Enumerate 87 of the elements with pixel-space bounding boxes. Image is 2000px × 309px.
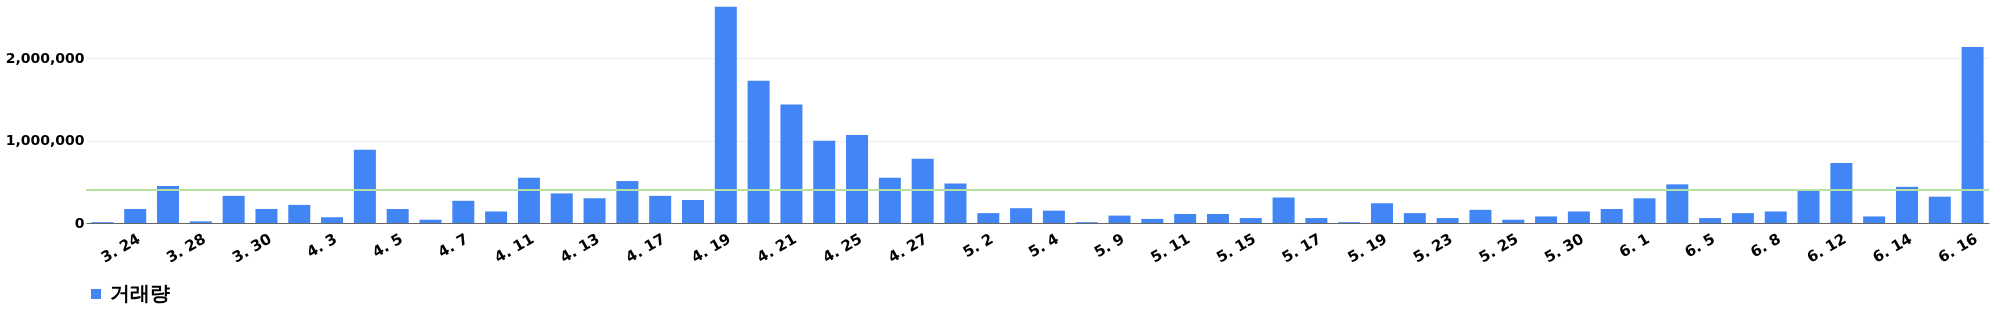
y-tick-label: 1,000,000 xyxy=(5,132,85,149)
bar xyxy=(681,199,704,223)
legend-label: 거래량 xyxy=(110,281,170,305)
bar xyxy=(1928,196,1951,223)
bar xyxy=(485,211,508,223)
bar xyxy=(813,140,836,223)
bar xyxy=(649,195,672,223)
x-tick-label: 4. 27 xyxy=(885,229,931,267)
bar xyxy=(878,177,901,223)
bar xyxy=(1699,218,1722,223)
x-tick-label: 4. 21 xyxy=(753,229,800,267)
bar xyxy=(1010,208,1033,223)
bar xyxy=(1567,211,1590,223)
bar xyxy=(1502,219,1525,223)
x-tick-label: 4. 19 xyxy=(688,229,734,267)
bar xyxy=(1895,186,1918,223)
x-tick-label: 6. 12 xyxy=(1803,229,1850,267)
bar xyxy=(321,217,344,223)
x-tick-label: 5. 19 xyxy=(1344,229,1391,267)
bar xyxy=(452,200,475,223)
bar xyxy=(714,6,737,223)
bar xyxy=(1174,213,1197,223)
bar xyxy=(157,185,180,223)
x-tick-label: 6. 14 xyxy=(1869,229,1915,267)
bar xyxy=(1042,210,1065,223)
x-tick-label: 5. 17 xyxy=(1278,229,1325,267)
bar xyxy=(1961,46,1984,223)
bar xyxy=(616,181,639,223)
bar xyxy=(747,80,770,223)
bar xyxy=(1600,209,1623,223)
bar xyxy=(1206,213,1229,223)
bar xyxy=(1239,218,1262,223)
x-tick-label: 3. 24 xyxy=(97,229,144,267)
x-tick-label: 5. 11 xyxy=(1147,229,1194,267)
bar xyxy=(1371,203,1394,223)
bar xyxy=(550,193,573,223)
bar xyxy=(222,195,245,223)
x-tick-label: 4. 11 xyxy=(491,229,537,267)
x-tick-label: 5. 4 xyxy=(1025,229,1062,262)
x-tick-label: 5. 15 xyxy=(1213,229,1259,267)
bar xyxy=(977,213,1000,223)
bar xyxy=(1764,211,1787,223)
bar xyxy=(419,219,442,223)
bar xyxy=(1469,209,1492,223)
bar xyxy=(1666,184,1689,223)
bar xyxy=(1863,216,1886,223)
bar xyxy=(1108,215,1131,223)
bar xyxy=(353,149,376,223)
y-tick-label: 0 xyxy=(74,214,85,231)
x-tick-label: 6. 16 xyxy=(1935,229,1981,267)
x-tick-label: 4. 7 xyxy=(434,229,472,262)
x-tick-label: 3. 28 xyxy=(163,229,209,267)
x-tick-label: 6. 5 xyxy=(1681,229,1719,262)
x-tick-label: 3. 30 xyxy=(228,229,275,267)
x-tick-label: 6. 1 xyxy=(1615,229,1653,262)
bar xyxy=(1830,162,1853,223)
x-tick-label: 4. 25 xyxy=(819,229,866,267)
x-tick-label: 6. 8 xyxy=(1747,229,1784,262)
bar xyxy=(288,204,311,223)
bar xyxy=(780,104,803,223)
y-tick-label: 2,000,000 xyxy=(5,49,85,66)
x-tick-label: 5. 2 xyxy=(959,229,997,262)
x-tick-label: 4. 17 xyxy=(622,229,669,267)
x-tick-label: 5. 9 xyxy=(1090,229,1128,262)
bar xyxy=(517,177,540,223)
bar xyxy=(124,209,147,223)
bar xyxy=(1797,190,1820,223)
bar xyxy=(1633,198,1656,223)
bar xyxy=(583,198,606,223)
bar xyxy=(1141,218,1164,223)
bar xyxy=(846,134,869,223)
bar xyxy=(911,158,934,223)
x-tick-label: 5. 25 xyxy=(1475,229,1522,267)
bar xyxy=(944,183,967,223)
x-tick-label: 4. 5 xyxy=(369,229,406,262)
bar xyxy=(1272,197,1295,223)
x-tick-label: 4. 13 xyxy=(556,229,603,267)
x-tick-label: 4. 3 xyxy=(303,229,341,262)
bar xyxy=(1305,218,1328,223)
bar xyxy=(1535,216,1558,223)
bar xyxy=(1403,213,1426,223)
x-tick-label: 5. 30 xyxy=(1541,229,1587,267)
bar xyxy=(255,209,278,223)
bar xyxy=(1731,213,1754,223)
x-tick-label: 5. 23 xyxy=(1410,229,1456,267)
bar xyxy=(386,209,409,223)
bar xyxy=(1436,218,1459,223)
